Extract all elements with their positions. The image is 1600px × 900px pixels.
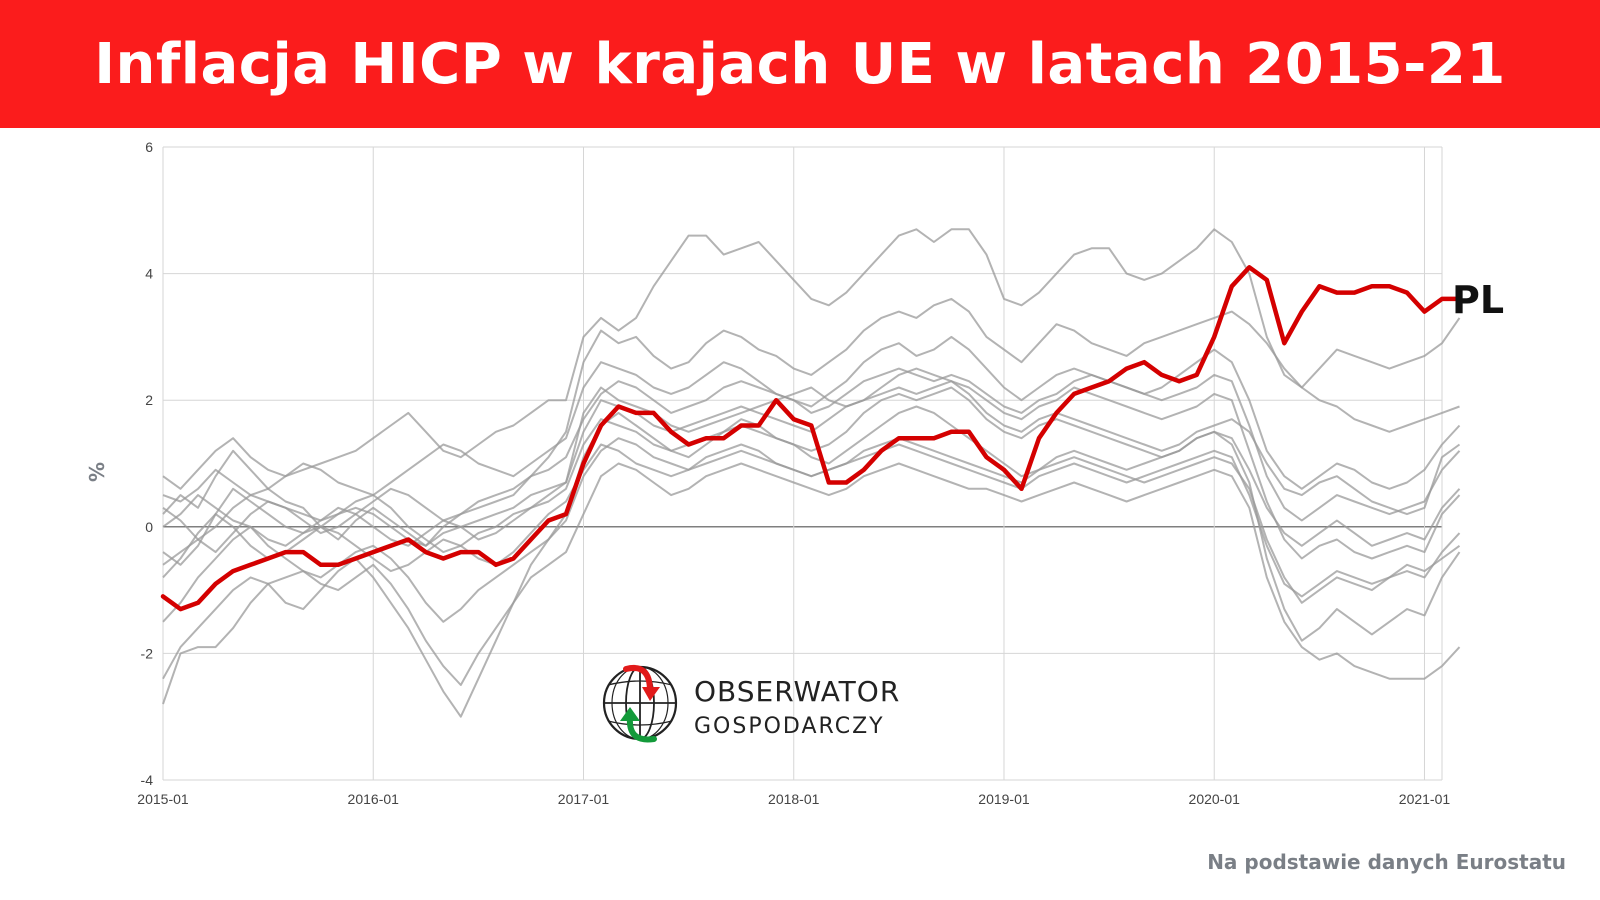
y-tick-label: 2 [145,392,153,408]
series-line [162,228,1461,490]
title-banner: Inflacja HICP w krajach UE w latach 2015… [0,0,1600,128]
x-tick-label: 2016-01 [348,791,400,807]
series-line-highlight [160,265,1462,612]
page-title: Inflacja HICP w krajach UE w latach 2015… [94,31,1506,97]
y-tick-label: -4 [141,772,154,788]
y-tick-label: 0 [145,519,153,535]
grid-layer [162,146,1443,781]
y-axis-label: % [85,462,109,482]
series-line [162,367,1461,554]
x-tick-label: 2018-01 [768,791,820,807]
x-tick-label: 2017-01 [558,791,610,807]
series-line [162,367,1461,560]
source-note: Na podstawie danych Eurostatu [1207,850,1566,874]
series-line [162,405,1461,718]
series-line [162,443,1461,598]
other-countries-series [162,228,1461,718]
logo-line2: GOSPODARCZY [694,714,885,739]
logo-line1: OBSERWATOR [694,675,900,708]
logo: OBSERWATOR GOSPODARCZY [602,665,900,743]
series-line [162,386,1461,566]
x-tick-label: 2019-01 [978,791,1030,807]
x-tick-label: 2015-01 [137,791,189,807]
series-line [162,437,1461,623]
highlight-series-label: PL [1452,278,1504,322]
globe-arrows-icon [602,665,678,743]
highlight-series [160,265,1462,612]
series-line [162,462,1461,705]
x-tick-label: 2021-01 [1399,791,1451,807]
y-tick-label: -2 [141,645,154,661]
series-line [162,297,1460,547]
x-tick-label: 2020-01 [1189,791,1241,807]
series-line [162,335,1461,503]
inflation-line-chart: -4 -2 0 2 4 6 2015-01 2016-01 2017-01 2018-01 2019… [85,139,1504,807]
y-tick-label: 4 [145,266,153,282]
y-tick-label: 6 [145,139,153,155]
axis-labels-layer: -4 -2 0 2 4 6 2015-01 2016-01 2017-01 2018-01 2019… [137,139,1450,807]
